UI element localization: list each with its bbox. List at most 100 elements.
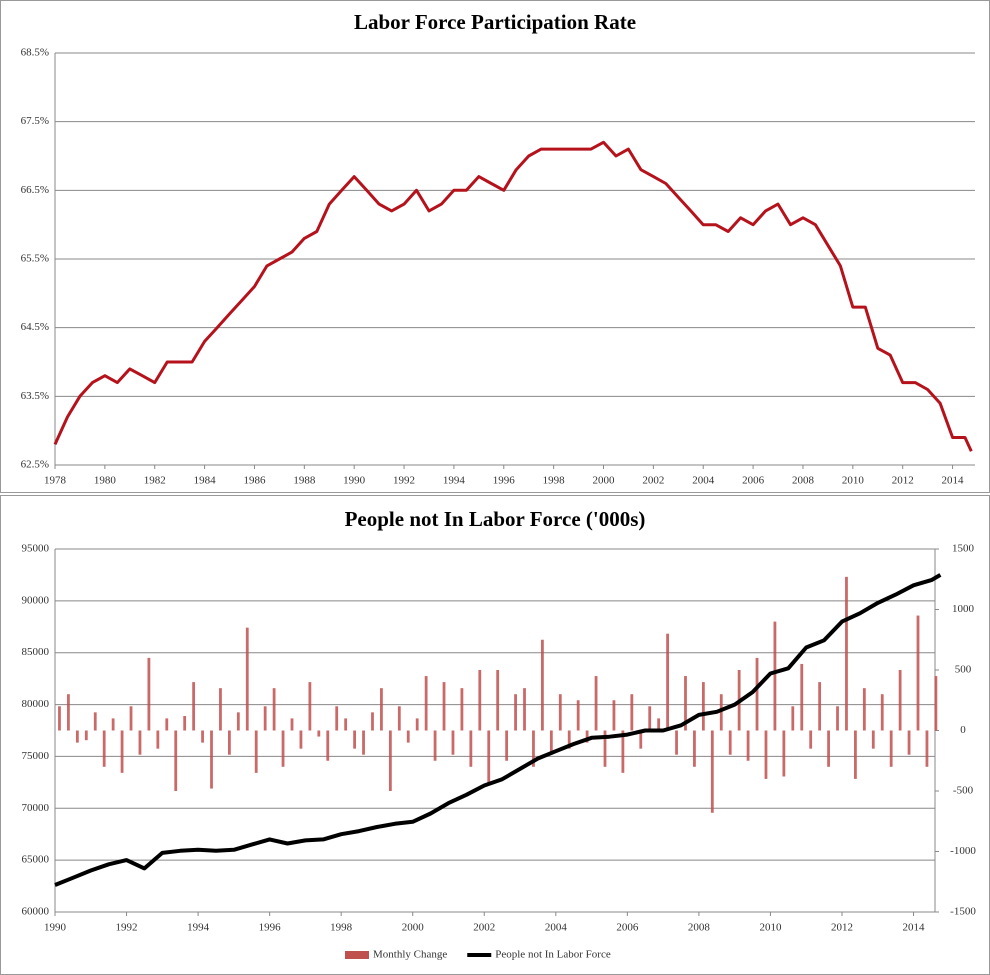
chart-title: Labor Force Participation Rate bbox=[354, 10, 636, 34]
bar bbox=[684, 676, 687, 731]
bar bbox=[120, 730, 124, 773]
y-tick-label: 63.5% bbox=[21, 390, 49, 402]
bar bbox=[523, 688, 526, 731]
x-tick-label: 1980 bbox=[94, 475, 117, 487]
bar bbox=[701, 682, 705, 731]
x-tick-label: 2012 bbox=[892, 475, 914, 487]
bar bbox=[335, 706, 339, 731]
bar bbox=[75, 730, 79, 743]
bar bbox=[344, 718, 348, 731]
bar bbox=[836, 706, 839, 731]
bar bbox=[916, 615, 920, 731]
y-tick-label: 68.5% bbox=[21, 47, 49, 59]
bar bbox=[201, 730, 204, 743]
bar bbox=[388, 730, 392, 791]
bar bbox=[192, 682, 196, 731]
bar bbox=[290, 718, 294, 731]
bar bbox=[540, 639, 544, 731]
bar bbox=[67, 694, 70, 731]
y-tick-label: 60000 bbox=[22, 906, 50, 918]
bar bbox=[397, 706, 401, 731]
bar bbox=[809, 730, 813, 749]
bar bbox=[710, 730, 714, 813]
x-tick-label: 2010 bbox=[842, 475, 865, 487]
bar bbox=[889, 730, 893, 767]
bar bbox=[791, 706, 795, 731]
bar bbox=[782, 730, 786, 777]
x-tick-label: 2014 bbox=[903, 922, 926, 934]
bar bbox=[210, 730, 213, 789]
x-tick-label: 1998 bbox=[543, 475, 566, 487]
y-tick-label: 70000 bbox=[22, 802, 50, 814]
bar bbox=[496, 670, 500, 731]
y2-tick-label: 1000 bbox=[952, 603, 975, 615]
bar bbox=[433, 730, 437, 761]
bar bbox=[567, 730, 571, 749]
x-tick-label: 2000 bbox=[593, 475, 616, 487]
bar bbox=[907, 730, 911, 755]
bar bbox=[925, 730, 929, 767]
bar bbox=[281, 730, 285, 767]
bar bbox=[487, 730, 491, 785]
x-tick-label: 1996 bbox=[259, 922, 282, 934]
bar bbox=[621, 730, 625, 773]
y2-tick-label: -1000 bbox=[950, 845, 976, 857]
bar bbox=[719, 694, 723, 731]
bar bbox=[129, 706, 133, 731]
bar bbox=[657, 718, 661, 731]
bar bbox=[174, 730, 178, 791]
bar bbox=[818, 682, 822, 731]
x-tick-label: 1990 bbox=[343, 475, 366, 487]
bar bbox=[272, 688, 276, 731]
x-tick-label: 1994 bbox=[187, 922, 210, 934]
bar bbox=[371, 712, 374, 731]
bar bbox=[532, 730, 535, 767]
x-tick-label: 2006 bbox=[616, 922, 639, 934]
bar bbox=[845, 576, 848, 731]
legend-swatch bbox=[345, 951, 369, 959]
x-tick-label: 2006 bbox=[742, 475, 765, 487]
bar bbox=[263, 706, 267, 731]
panel-border bbox=[0, 495, 990, 975]
bar bbox=[147, 657, 151, 731]
bar bbox=[934, 676, 938, 731]
y-tick-label: 80000 bbox=[22, 698, 50, 710]
y-tick-label: 64.5% bbox=[21, 321, 49, 333]
y-tick-label: 66.5% bbox=[21, 184, 49, 196]
bar bbox=[576, 700, 580, 731]
x-tick-label: 1982 bbox=[144, 475, 166, 487]
x-tick-label: 2000 bbox=[402, 922, 425, 934]
bar bbox=[773, 621, 777, 731]
y-tick-label: 90000 bbox=[22, 594, 50, 606]
bar bbox=[549, 730, 553, 755]
bar bbox=[693, 730, 696, 767]
x-tick-label: 2002 bbox=[642, 475, 664, 487]
y2-tick-label: 0 bbox=[960, 724, 966, 736]
bar bbox=[111, 718, 115, 731]
bar bbox=[871, 730, 875, 749]
x-tick-label: 2012 bbox=[831, 922, 853, 934]
bar bbox=[603, 730, 607, 767]
bar bbox=[156, 730, 160, 749]
bar bbox=[102, 730, 106, 767]
bar bbox=[326, 730, 330, 761]
bar bbox=[406, 730, 410, 743]
legend-label: Monthly Change bbox=[373, 949, 447, 961]
bar bbox=[380, 688, 383, 731]
bar bbox=[353, 730, 356, 749]
x-tick-label: 1992 bbox=[116, 922, 138, 934]
x-tick-label: 2004 bbox=[545, 922, 568, 934]
x-tick-label: 1978 bbox=[44, 475, 67, 487]
bar bbox=[755, 657, 759, 731]
bar bbox=[827, 730, 830, 767]
bar bbox=[666, 633, 670, 731]
y2-tick-label: -1500 bbox=[950, 906, 976, 918]
y-tick-label: 95000 bbox=[22, 543, 50, 555]
bar bbox=[585, 730, 589, 743]
legend-label: People not In Labor Force bbox=[495, 949, 611, 961]
bar bbox=[299, 730, 303, 749]
bar bbox=[227, 730, 231, 755]
bar bbox=[415, 718, 419, 731]
